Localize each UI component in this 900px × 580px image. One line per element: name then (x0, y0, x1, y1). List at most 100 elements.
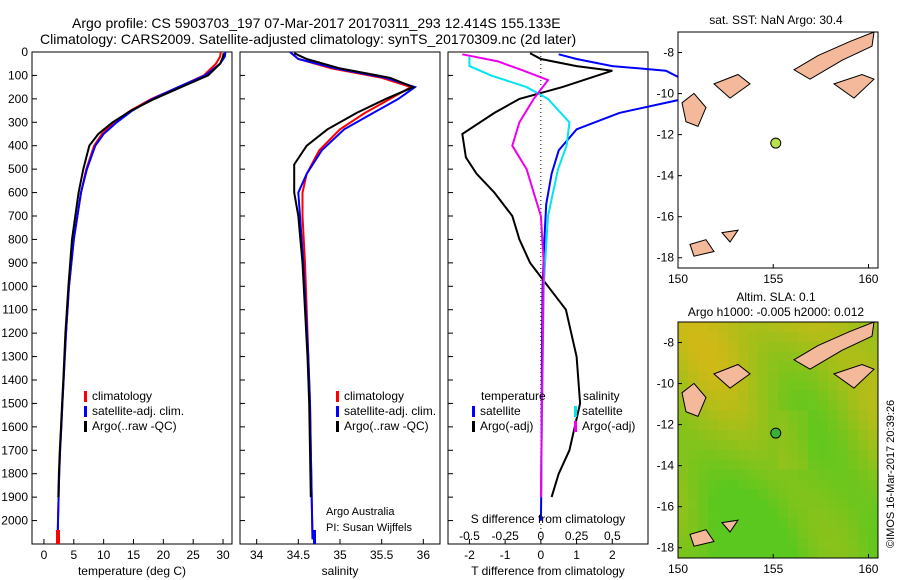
legend-swatch (84, 421, 87, 432)
sla-cell (758, 410, 769, 421)
legend-swatch (472, 406, 475, 417)
sla-cell (848, 489, 859, 500)
bottom-marker (56, 530, 60, 544)
sla-cell (778, 371, 789, 382)
sla-cell (688, 430, 699, 441)
sla-cell (818, 400, 829, 411)
sla-cell (698, 400, 709, 411)
sla-cell (708, 351, 719, 362)
x-tick-label: 15 (127, 548, 141, 562)
sla-cell (848, 322, 859, 333)
x-tick-label: 25 (187, 548, 201, 562)
sla-cell (818, 381, 829, 392)
sla-cell (808, 489, 819, 500)
sla-cell (698, 489, 709, 500)
sla-cell (818, 361, 829, 372)
sla-cell (768, 548, 779, 559)
sla-cell (798, 420, 809, 431)
sla-cell (808, 508, 819, 520)
sla-cell (718, 508, 729, 520)
sla-cell (838, 420, 849, 431)
sla-cell (778, 449, 789, 461)
sla-cell (718, 469, 729, 480)
sla-cell (698, 449, 709, 461)
sla-cell (808, 410, 819, 421)
sla-cell (788, 322, 799, 333)
sla-cell (758, 499, 769, 510)
sla-cell (798, 518, 809, 529)
sla-cell (808, 469, 819, 480)
sla-cell (788, 538, 799, 549)
sla-cell (758, 508, 769, 520)
sla-cell (678, 489, 689, 500)
sla-cell (718, 410, 729, 421)
sla-cell (778, 410, 789, 421)
sla-cell (718, 430, 729, 441)
sla-cell (808, 400, 819, 411)
legend-label: climatology (92, 389, 152, 403)
sla-cell (788, 331, 799, 343)
sla-cell (728, 390, 739, 402)
sla-cell (718, 459, 729, 470)
sla-cell (698, 548, 709, 559)
sla-cell (708, 528, 719, 539)
sla-cell (688, 420, 699, 431)
sla-cell (688, 459, 699, 470)
sla-cell (828, 479, 839, 490)
sla-cell (838, 508, 849, 520)
sla-cell (828, 430, 839, 441)
x-tick-label: 30 (216, 548, 230, 562)
sla-cell (778, 440, 789, 451)
sla-cell (868, 548, 879, 559)
sla-cell (758, 361, 769, 372)
sla-cell (828, 322, 839, 333)
sla-cell (678, 430, 689, 441)
sla-cell (848, 361, 859, 372)
sla-cell (738, 351, 749, 362)
top-tick-label: -0.5 (459, 529, 480, 543)
sla-cell (858, 449, 869, 461)
sla-cell (808, 499, 819, 510)
temperature-panel: 0 5 10 15 20 25 300100200300400500600700800900… (1, 45, 230, 562)
sla-cell (678, 361, 689, 372)
sla-cell (838, 351, 849, 362)
sla-cell (758, 322, 769, 333)
sla-cell (748, 400, 759, 411)
sla-cell (768, 341, 779, 352)
sla-cell (748, 538, 759, 549)
sla-cell (758, 518, 769, 529)
sla-cell (718, 420, 729, 431)
y-tick-label: -18 (657, 541, 675, 555)
sla-cell (748, 518, 759, 529)
sla-cell (838, 479, 849, 490)
sla-cell (858, 351, 869, 362)
series-line (289, 51, 418, 540)
sla-cell (778, 469, 789, 480)
sla-cell (778, 381, 789, 392)
legend-label: satellite (582, 404, 623, 418)
sla-cell (728, 538, 739, 549)
sla-cell (738, 518, 749, 529)
sla-cell (788, 499, 799, 510)
sla-cell (738, 538, 749, 549)
y-tick-label: 300 (8, 115, 28, 129)
sla-cell (838, 489, 849, 500)
sla-cell (848, 538, 859, 549)
sla-cell (728, 508, 739, 520)
sla-cell (758, 371, 769, 382)
pi-credit: PI: Susan Wijffels (326, 522, 412, 534)
sla-cell (728, 459, 739, 470)
island-shape (681, 382, 707, 418)
y-tick-label: 200 (8, 92, 28, 106)
legend-swatch (336, 391, 339, 402)
sla-cell (838, 538, 849, 549)
sla-cell (728, 479, 739, 490)
sla-cell (828, 508, 839, 520)
sla-cell (818, 410, 829, 421)
sla-cell (778, 459, 789, 470)
x-tick-label: 160 (858, 562, 878, 576)
sla-cell (678, 381, 689, 392)
sla-cell (778, 390, 789, 402)
